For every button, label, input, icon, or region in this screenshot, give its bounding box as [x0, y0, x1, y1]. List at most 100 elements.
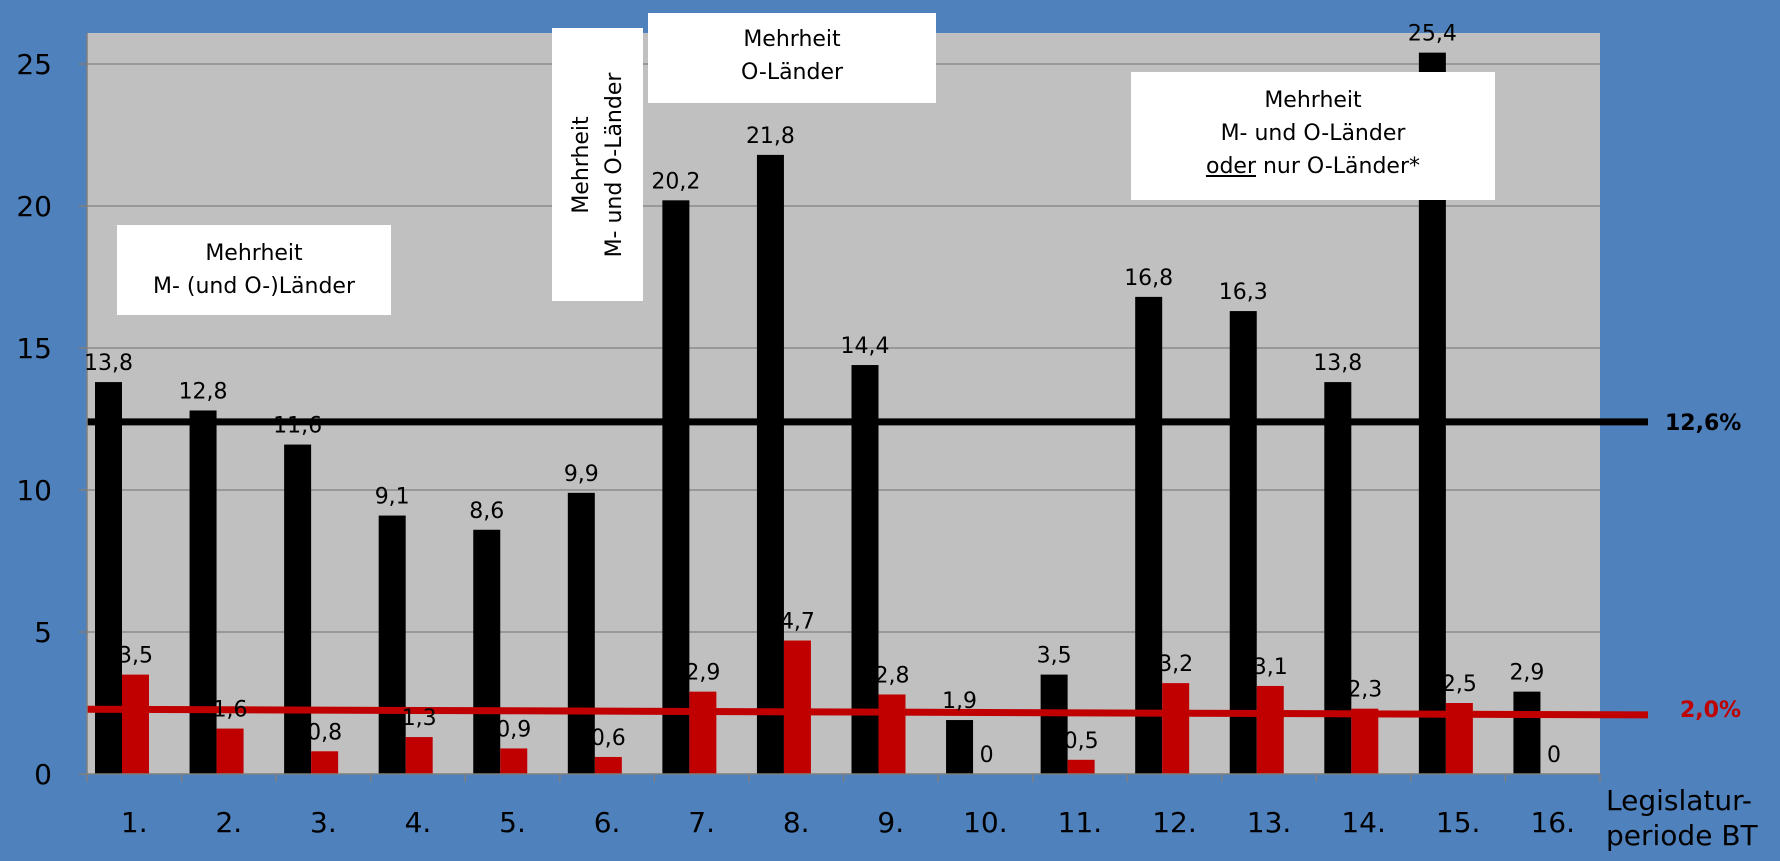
annotation-1-line-1: Mehrheit — [205, 241, 303, 266]
bar-series-2 — [878, 694, 906, 774]
bar-series-1 — [1229, 311, 1257, 774]
bar-series-1 — [851, 365, 879, 774]
data-label-series-2: 2,9 — [685, 661, 720, 686]
bar-series-1 — [95, 382, 122, 774]
annotation-underlined-word: oder — [1205, 154, 1256, 179]
data-label-series-1: 13,8 — [84, 351, 133, 376]
x-tick-label: 2. — [215, 806, 242, 839]
y-tick-label: 25 — [16, 48, 52, 81]
data-label-series-1: 1,9 — [942, 689, 977, 714]
data-label-series-2: 2,8 — [875, 663, 910, 688]
data-label-series-1: 16,8 — [1124, 266, 1173, 291]
bar-series-2 — [1067, 759, 1095, 774]
data-label-series-2: 3,1 — [1253, 655, 1288, 680]
bar-series-1 — [1324, 382, 1352, 774]
data-label-series-1: 25,4 — [1408, 22, 1457, 47]
bar-series-1 — [567, 492, 595, 774]
data-label-series-2: 0 — [1547, 743, 1561, 768]
data-label-series-1: 21,8 — [746, 124, 795, 149]
bar-series-1 — [662, 200, 690, 774]
annotation-4: Mehrheit M- und O-Länder oder nur O-Länd… — [1131, 72, 1495, 200]
y-tick-label: 10 — [16, 474, 52, 507]
y-tick-label: 5 — [34, 616, 52, 649]
x-tick-label: 7. — [688, 806, 715, 839]
x-tick-label: 5. — [499, 806, 526, 839]
data-labels: 13,8 12,8 11,6 9,1 8,6 9,9 20,2 21,8 14,4 1,9 3,5 1… — [84, 22, 1561, 768]
x-tick-label: 11. — [1058, 806, 1103, 839]
data-label-series-1: 13,8 — [1313, 351, 1362, 376]
data-label-series-2: 0,8 — [307, 720, 342, 745]
data-label-series-1: 8,6 — [469, 499, 504, 524]
y-tick-label: 15 — [16, 332, 52, 365]
x-tick-label: 6. — [594, 806, 621, 839]
annotation-3-line-2: O-Länder — [740, 60, 844, 85]
x-tick-label: 15. — [1436, 806, 1481, 839]
bar-series-2 — [1256, 685, 1284, 774]
bar-series-2 — [1351, 708, 1379, 774]
bar-series-2 — [216, 728, 244, 774]
bar-series-1 — [284, 444, 312, 774]
x-tick-label: 3. — [310, 806, 337, 839]
x-axis-label-line: periode BT — [1606, 819, 1759, 852]
bar-series-1 — [1135, 296, 1163, 774]
annotation-1: Mehrheit M- (und O-)Länder — [117, 225, 391, 315]
annotation-3-line-1: Mehrheit — [743, 27, 841, 52]
bar-series-2 — [783, 640, 811, 774]
x-tick-label: 12. — [1152, 806, 1197, 839]
bar-series-2 — [594, 756, 622, 774]
data-label-series-1: 12,8 — [179, 379, 228, 404]
reference-line-red — [86, 705, 1649, 719]
x-tick-label: 13. — [1247, 806, 1292, 839]
x-tick-label: 14. — [1341, 806, 1386, 839]
bars — [95, 52, 1541, 774]
data-label-series-2: 1,6 — [213, 698, 248, 723]
data-label-series-1: 14,4 — [841, 334, 890, 359]
x-tick-label: 8. — [783, 806, 810, 839]
x-tick-label: 4. — [405, 806, 432, 839]
bar-series-1 — [378, 515, 406, 774]
data-label-series-2: 1,3 — [402, 706, 437, 731]
bar-series-2 — [122, 674, 149, 774]
data-label-series-1: 9,1 — [375, 485, 410, 510]
annotation-1-line-2: M- (und O-)Länder — [152, 274, 356, 299]
axes: 0 5 10 15 20 25 1. 2. 3. 4. 5. 6. 7. 8. 9. 10. 11. 12. 13.… — [16, 33, 1759, 852]
annotation-4-line-2: M- und O-Länder — [1220, 121, 1406, 146]
x-tick-label: 1. — [121, 806, 148, 839]
annotation-4-line-3: oder nur O-Länder* — [1205, 154, 1421, 179]
bar-series-1 — [189, 410, 217, 774]
data-label-series-2: 2,5 — [1442, 672, 1477, 697]
bar-series-2 — [311, 751, 339, 774]
data-label-series-2: 2,3 — [1347, 678, 1382, 703]
x-tick-label: 16. — [1530, 806, 1575, 839]
data-label-series-1: 20,2 — [651, 169, 700, 194]
data-label-series-1: 9,9 — [564, 462, 599, 487]
annotation-2-line-1: Mehrheit — [568, 115, 594, 214]
bar-series-1 — [1040, 674, 1068, 774]
x-tick-label: 9. — [877, 806, 904, 839]
reference-label-black: 12,6% — [1665, 411, 1741, 436]
annotation-3: Mehrheit O-Länder — [648, 13, 936, 103]
bar-series-1 — [1513, 691, 1541, 774]
bar-series-2 — [405, 737, 433, 774]
x-axis-label-line: Legislatur- — [1606, 784, 1752, 817]
bar-series-2 — [1162, 683, 1190, 774]
bar-series-2 — [500, 748, 528, 774]
data-label-series-1: 2,9 — [1509, 661, 1544, 686]
data-label-series-1: 3,5 — [1037, 644, 1072, 669]
bar-series-1 — [473, 529, 501, 774]
data-label-series-2: 0 — [980, 743, 994, 768]
data-label-series-2: 0,5 — [1064, 729, 1099, 754]
bar-series-2 — [689, 691, 717, 774]
data-label-series-1: 11,6 — [273, 414, 322, 439]
data-label-series-2: 3,5 — [118, 644, 153, 669]
bar-series-1 — [946, 720, 974, 774]
annotation-2-line-2: M- und O-Länder — [601, 72, 627, 257]
bar-series-1 — [756, 154, 784, 774]
data-label-series-2: 0,6 — [591, 726, 626, 751]
annotation-4-line-1: Mehrheit — [1264, 88, 1362, 113]
data-label-series-2: 3,2 — [1158, 652, 1193, 677]
annotation-2: Mehrheit M- und O-Länder — [552, 28, 643, 301]
reference-label-red: 2,0% — [1680, 698, 1741, 723]
y-tick-label: 0 — [34, 758, 52, 791]
